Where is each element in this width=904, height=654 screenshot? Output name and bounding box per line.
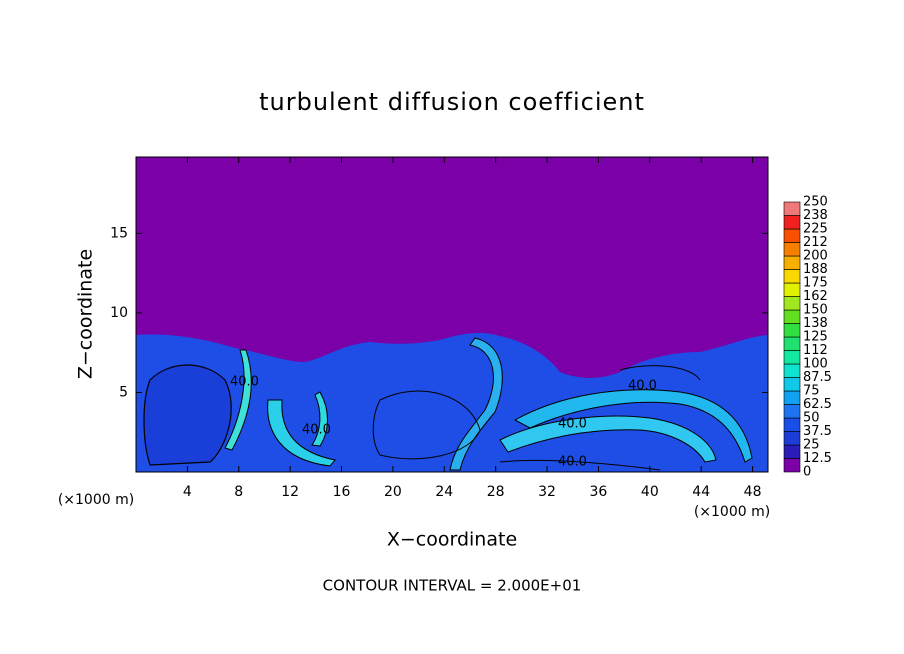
contour-line — [372, 390, 481, 460]
x-tick-label: 32 — [538, 484, 556, 500]
colorbar-swatch — [783, 431, 801, 446]
contour-label: 40.0 — [558, 417, 587, 432]
x-tick-label: 28 — [487, 484, 505, 500]
colorbar-label: 138 — [803, 316, 828, 331]
contour-label: 40.0 — [302, 423, 331, 438]
colorbar-label: 212 — [803, 235, 828, 250]
x-tick-label: 40 — [641, 484, 659, 500]
y-axis-label: Z−coordinate — [75, 249, 97, 379]
colorbar-swatch — [783, 377, 801, 392]
colorbar-swatch — [783, 309, 801, 324]
colorbar-label: 188 — [803, 262, 828, 277]
y-tick-label: 5 — [119, 384, 128, 400]
turbulent-layer — [136, 333, 768, 472]
colorbar-swatch — [783, 269, 801, 284]
colorbar-label: 25 — [803, 438, 820, 453]
colorbar-label: 62.5 — [803, 397, 832, 412]
colorbar-label: 12.5 — [803, 451, 832, 466]
y-tick-label: 15 — [110, 225, 128, 241]
colorbar-label: 100 — [803, 357, 828, 372]
x-unit: (×1000 m) — [694, 504, 770, 520]
x-tick-label: 48 — [744, 484, 762, 500]
y-unit: (×1000 m) — [58, 492, 134, 508]
colorbar-label: 37.5 — [803, 424, 832, 439]
colorbar-swatch — [783, 458, 801, 473]
streak — [449, 337, 503, 471]
streak — [267, 399, 336, 467]
contour-line — [499, 459, 661, 471]
colorbar-label: 162 — [803, 289, 828, 304]
eddy — [143, 364, 232, 466]
colorbar-swatch — [783, 282, 801, 297]
colorbar-swatch — [783, 390, 801, 405]
chart-title: turbulent diffusion coefficient — [259, 88, 645, 116]
colorbar-swatch — [783, 444, 801, 459]
y-tick-label: 10 — [110, 305, 128, 321]
field — [135, 156, 769, 473]
streak — [311, 391, 328, 447]
colorbar-label: 87.5 — [803, 370, 832, 385]
colorbar-swatch — [783, 404, 801, 419]
colorbar-label: 0 — [803, 465, 811, 480]
plot-frame — [135, 156, 769, 473]
streak — [224, 349, 252, 451]
contour-label: 40.0 — [230, 375, 259, 390]
streak — [499, 415, 717, 463]
colorbar-label: 225 — [803, 222, 828, 237]
x-axis-label: X−coordinate — [387, 529, 517, 551]
colorbar-label: 175 — [803, 276, 828, 291]
colorbar-label: 200 — [803, 249, 828, 264]
colorbar-swatch — [783, 201, 801, 216]
contour-line — [619, 365, 701, 381]
colorbar-swatch — [783, 323, 801, 338]
x-tick-label: 24 — [435, 484, 453, 500]
colorbar-label: 112 — [803, 343, 828, 358]
colorbar-swatch — [783, 242, 801, 257]
colorbar-swatch — [783, 296, 801, 311]
colorbar-swatch — [783, 417, 801, 432]
x-tick-label: 12 — [281, 484, 299, 500]
colorbar-swatch — [783, 363, 801, 378]
colorbar-swatch — [783, 336, 801, 351]
colorbar-label: 238 — [803, 208, 828, 223]
x-tick-label: 44 — [692, 484, 710, 500]
colorbar-swatch — [783, 215, 801, 230]
contour-label: 40.0 — [628, 379, 657, 394]
colorbar-swatch — [783, 255, 801, 270]
colorbar-label: 150 — [803, 303, 828, 318]
colorbar-swatch — [783, 228, 801, 243]
footnote: CONTOUR INTERVAL = 2.000E+01 — [323, 577, 582, 595]
contour-label: 40.0 — [558, 455, 587, 470]
x-tick-label: 36 — [590, 484, 608, 500]
colorbar-swatch — [783, 350, 801, 365]
x-tick-label: 8 — [234, 484, 243, 500]
streak — [513, 389, 753, 463]
x-tick-label: 16 — [333, 484, 351, 500]
colorbar-label: 125 — [803, 330, 828, 345]
colorbar-label: 50 — [803, 411, 820, 426]
x-tick-label: 20 — [384, 484, 402, 500]
colorbar-label: 75 — [803, 384, 820, 399]
x-tick-label: 4 — [183, 484, 192, 500]
colorbar-label: 250 — [803, 195, 828, 210]
